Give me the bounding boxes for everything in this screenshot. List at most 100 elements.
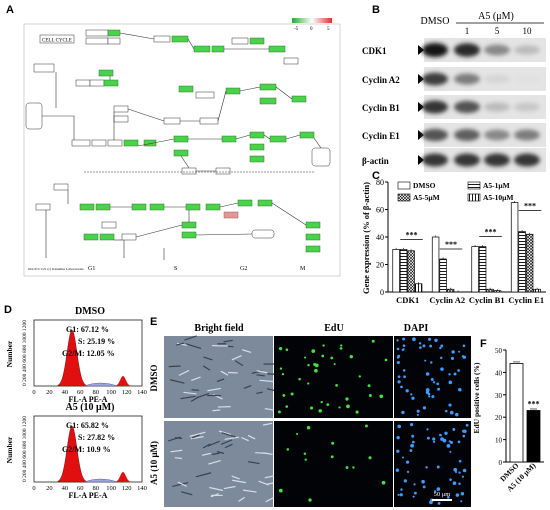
c-bar <box>525 233 534 293</box>
c-sig-stars: *** <box>445 240 457 249</box>
e-cell <box>189 431 206 437</box>
e-nucleus <box>349 355 353 359</box>
d-g2m-text: G2/M: 10.9 % <box>62 445 111 454</box>
e-cell <box>190 396 199 402</box>
western-blot: DMSO A5 (μM) 1 5 10 CDK1 Cyclin A2 Cyclin … <box>362 11 546 172</box>
e-nucleus <box>395 468 400 472</box>
e-nucleus <box>403 479 407 483</box>
e-nucleus <box>452 481 457 485</box>
e-col-bright-field: Bright field <box>194 323 244 334</box>
e-nucleus <box>462 344 466 348</box>
e-nucleus <box>411 434 415 438</box>
d-xtick: 60 <box>77 389 84 396</box>
f-ytick-label: 30 <box>495 392 503 400</box>
e-nucleus <box>303 452 307 455</box>
c-xtick-label: Cyclin B1 <box>469 295 505 305</box>
wb-row-arrow <box>418 45 424 55</box>
e-nucleus <box>458 482 461 485</box>
e-nucleus <box>314 368 318 373</box>
e-nucleus <box>422 485 426 489</box>
e-cell <box>266 388 275 392</box>
e-nucleus <box>437 501 441 505</box>
e-nucleus <box>352 466 355 469</box>
e-nucleus <box>458 387 462 392</box>
kegg-nodes <box>25 29 331 253</box>
e-cell <box>231 475 240 480</box>
c-legend-swatch <box>467 181 481 190</box>
d-g2m-text: G2/M: 12.05 % <box>62 349 115 358</box>
e-nucleus <box>460 500 463 503</box>
d-g1-peak <box>57 425 87 483</box>
e-cell <box>212 409 221 412</box>
e-nucleus <box>416 409 420 413</box>
d-condition-title: A5 (10 μM) <box>66 402 115 413</box>
e-nucleus <box>458 471 461 474</box>
e-dapi-image <box>394 421 471 507</box>
e-nucleus <box>396 449 400 453</box>
e-cell <box>176 342 185 346</box>
d-xtick: 100 <box>106 389 116 396</box>
e-cell <box>238 496 245 502</box>
e-cell <box>262 422 273 426</box>
e-nucleus <box>402 348 405 351</box>
e-nucleus <box>346 404 350 409</box>
d-xtick: 140 <box>137 389 147 396</box>
e-nucleus <box>419 346 422 349</box>
f-ytick-label: 50 <box>495 347 503 355</box>
e-nucleus <box>400 385 403 389</box>
e-nucleus <box>448 403 452 407</box>
c-bar <box>510 202 519 293</box>
e-cell <box>212 344 228 347</box>
d-xlabel: FL-A PE-A <box>69 395 108 404</box>
wb-treatment-label: A5 (μM) <box>478 11 514 22</box>
e-nucleus <box>409 422 414 427</box>
wb-col-dmso: DMSO <box>421 16 450 27</box>
e-nucleus <box>381 480 386 485</box>
d-xtick: 140 <box>137 485 147 492</box>
d-s-text: S: 25.19 % <box>78 337 115 346</box>
e-col-edu: EdU <box>324 323 343 334</box>
c-sig-stars: *** <box>524 202 536 211</box>
microscopy-panel: Bright field EdU DAPI DMSO A5 (10 μM) 50… <box>149 323 471 507</box>
e-nucleus <box>281 373 285 376</box>
e-cell <box>231 355 242 361</box>
wb-row-label: Cyclin A2 <box>362 75 400 85</box>
e-cell <box>191 376 201 382</box>
c-bar <box>392 249 400 293</box>
wb-band <box>454 153 480 167</box>
e-cell <box>223 485 236 490</box>
e-nucleus <box>384 358 388 362</box>
c-ylabel: Gene expression (% of β-actin) <box>361 182 371 294</box>
wb-band <box>422 43 448 57</box>
e-cell <box>170 449 183 453</box>
wb-row-label: Cyclin E1 <box>362 131 400 141</box>
e-nucleus <box>338 406 341 409</box>
e-nucleus <box>335 384 338 387</box>
e-nucleus <box>401 456 405 459</box>
e-nucleus <box>304 458 307 461</box>
d-g1-text: G1: 65.82 % <box>66 421 109 430</box>
e-nucleus <box>418 342 422 345</box>
e-nucleus <box>457 369 460 372</box>
e-nucleus <box>440 367 444 371</box>
e-nucleus <box>397 375 401 379</box>
e-nucleus <box>421 479 425 484</box>
f-ylabel: EdU positive cells (%) <box>472 362 481 434</box>
wb-band <box>454 129 480 141</box>
e-cell <box>169 379 185 384</box>
e-cell <box>248 461 260 465</box>
e-nucleus <box>448 440 451 443</box>
e-nucleus <box>422 344 426 348</box>
e-nucleus <box>340 344 343 347</box>
e-nucleus <box>411 396 415 400</box>
d-xtick: 60 <box>77 485 84 492</box>
f-sig-stars: *** <box>528 399 540 408</box>
e-cell <box>209 486 224 492</box>
e-cell <box>216 450 225 454</box>
e-cell <box>241 436 249 442</box>
e-nucleus <box>339 347 343 350</box>
e-nucleus <box>397 354 401 358</box>
c-sig-stars: *** <box>406 230 418 239</box>
d-xtick: 100 <box>106 485 116 492</box>
e-cell <box>224 436 240 440</box>
